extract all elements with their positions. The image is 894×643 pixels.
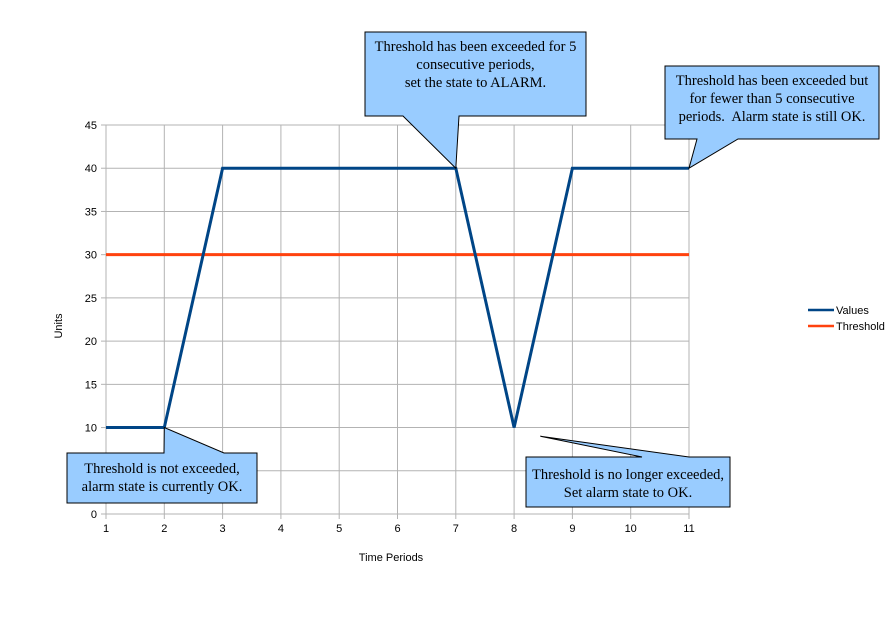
- callout-bubble: [364, 31, 587, 170]
- callouts: Threshold is not exceeded, alarm state is…: [66, 31, 880, 508]
- callout-text-line: consecutive periods,: [416, 57, 534, 73]
- series-lines: [106, 166, 689, 430]
- callout-text-line: for fewer than 5 consecutive: [689, 91, 854, 107]
- y-tick-label: 40: [85, 163, 97, 175]
- y-tick-label: 35: [85, 206, 97, 218]
- x-tick-label: 9: [569, 523, 575, 535]
- callout-bubble: [525, 435, 731, 508]
- y-axis-title: Units: [53, 313, 65, 339]
- x-tick-label: 11: [683, 523, 694, 535]
- callout-still-ok: Threshold has been exceeded but for fewer…: [664, 65, 880, 170]
- axes: 1234567891011051015202530354045: [85, 120, 695, 535]
- x-tick-label: 7: [453, 523, 459, 535]
- callout-text-line: Set alarm state to OK.: [564, 485, 692, 501]
- x-tick-label: 2: [161, 523, 167, 535]
- y-tick-label: 10: [85, 423, 97, 435]
- callout-text-line: Threshold is no longer exceeded,: [532, 467, 724, 483]
- x-tick-label: 8: [511, 523, 517, 535]
- y-tick-label: 20: [85, 336, 97, 348]
- callout-not-exceeded: Threshold is not exceeded, alarm state is…: [66, 426, 258, 504]
- x-axis-title: Time Periods: [359, 552, 424, 564]
- y-tick-label: 45: [85, 120, 97, 132]
- plot-frame: [105, 124, 690, 515]
- callout-text-line: Threshold has been exceeded but: [676, 73, 868, 89]
- y-tick-label: 25: [85, 293, 97, 305]
- callout-text-line: periods. Alarm state is still OK.: [679, 109, 866, 125]
- callout-text-line: set the state to ALARM.: [405, 75, 546, 91]
- y-tick-label: 15: [85, 379, 97, 391]
- x-tick-label: 4: [278, 523, 284, 535]
- legend-label-threshold: Threshold: [836, 321, 885, 333]
- y-tick-label: 0: [91, 509, 97, 521]
- legend-label-values: Values: [836, 305, 869, 317]
- callout-text-line: Threshold is not exceeded,: [84, 461, 239, 477]
- legend: Values Threshold: [808, 305, 885, 333]
- x-tick-label: 3: [220, 523, 226, 535]
- x-tick-label: 5: [336, 523, 342, 535]
- callout-alarm: Threshold has been exceeded for 5 consecu…: [364, 31, 587, 170]
- x-tick-label: 10: [625, 523, 637, 535]
- x-tick-label: 6: [394, 523, 400, 535]
- x-tick-label: 1: [103, 523, 109, 535]
- callout-no-longer: Threshold is no longer exceeded, Set alar…: [525, 435, 731, 508]
- callout-bubble: [664, 65, 880, 170]
- callout-bubble: [66, 426, 258, 504]
- series-line-values: [106, 166, 689, 430]
- callout-text-line: Threshold has been exceeded for 5: [375, 39, 577, 55]
- callout-text-line: alarm state is currently OK.: [82, 479, 243, 495]
- y-tick-label: 30: [85, 250, 97, 262]
